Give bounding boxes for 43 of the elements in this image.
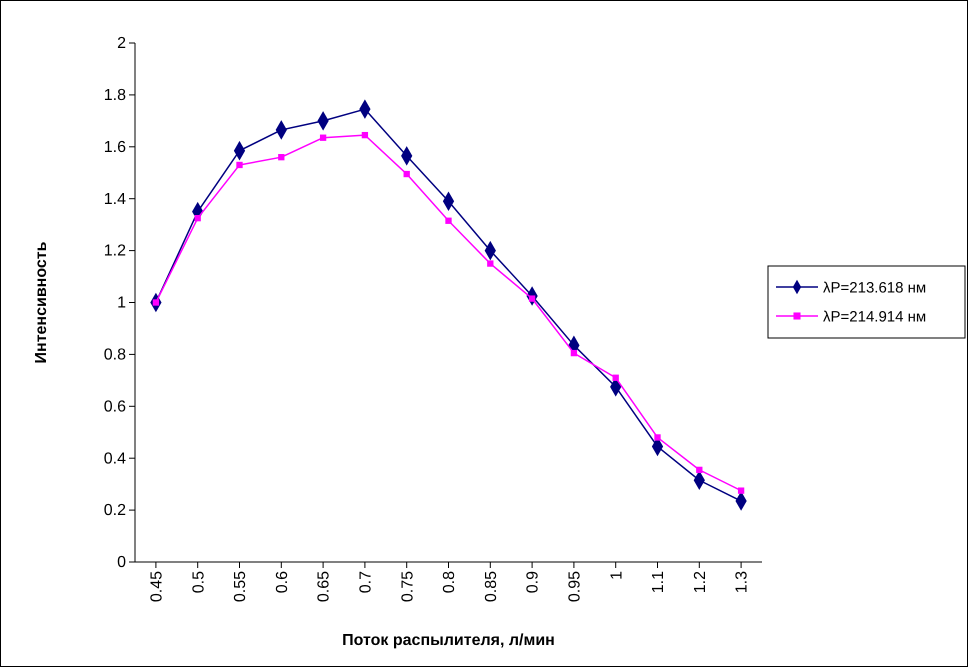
y-tick-label: 1.8 xyxy=(104,87,126,104)
point xyxy=(362,132,368,138)
y-tick-label: 0.2 xyxy=(104,502,126,520)
x-tick-label: 0.55 xyxy=(232,570,250,602)
x-tick-label: 0.75 xyxy=(399,570,416,602)
x-tick-label: 1.1 xyxy=(650,570,668,594)
point xyxy=(654,434,661,441)
legend-label: λP=213.618 нм xyxy=(823,279,926,296)
y-tick-label: 0.4 xyxy=(104,450,126,468)
y-tick-label: 1 xyxy=(117,294,126,312)
point xyxy=(487,260,494,267)
y-axis-title: Интенсивность xyxy=(33,241,50,364)
x-tick-label: 1.2 xyxy=(692,570,709,594)
point xyxy=(320,134,326,141)
x-tick-label: 0.85 xyxy=(482,570,500,602)
x-tick-label: 1.3 xyxy=(734,570,751,594)
point xyxy=(570,350,578,356)
y-tick-label: 1.2 xyxy=(104,242,126,260)
y-tick-label: 0.8 xyxy=(104,346,126,364)
point xyxy=(696,466,702,474)
y-tick-label: 0.6 xyxy=(104,398,126,416)
point xyxy=(612,374,619,381)
x-tick-label: 0.8 xyxy=(441,570,458,594)
y-tick-label: 0 xyxy=(117,554,126,572)
point xyxy=(404,170,410,178)
x-tick-label: 0.45 xyxy=(148,570,166,602)
y-tick-label: 2 xyxy=(117,35,126,52)
point xyxy=(194,215,201,222)
x-axis-title: Поток распылителя, л/мин xyxy=(342,632,555,649)
x-tick-label: 1 xyxy=(608,570,626,580)
x-tick-label: 0.95 xyxy=(566,570,584,602)
legend-label: λP=214.914 нм xyxy=(823,308,926,326)
point xyxy=(445,218,452,224)
x-tick-label: 0.7 xyxy=(358,570,374,594)
x-tick-label: 0.5 xyxy=(190,570,208,594)
y-tick-label: 1.4 xyxy=(104,190,126,208)
point xyxy=(236,162,243,168)
x-tick-label: 0.6 xyxy=(274,570,291,594)
y-tick-label: 1.6 xyxy=(104,138,126,156)
point xyxy=(278,154,284,160)
point xyxy=(738,487,744,494)
x-tick-label: 0.65 xyxy=(316,570,333,602)
x-tick-label: 0.9 xyxy=(524,570,542,594)
